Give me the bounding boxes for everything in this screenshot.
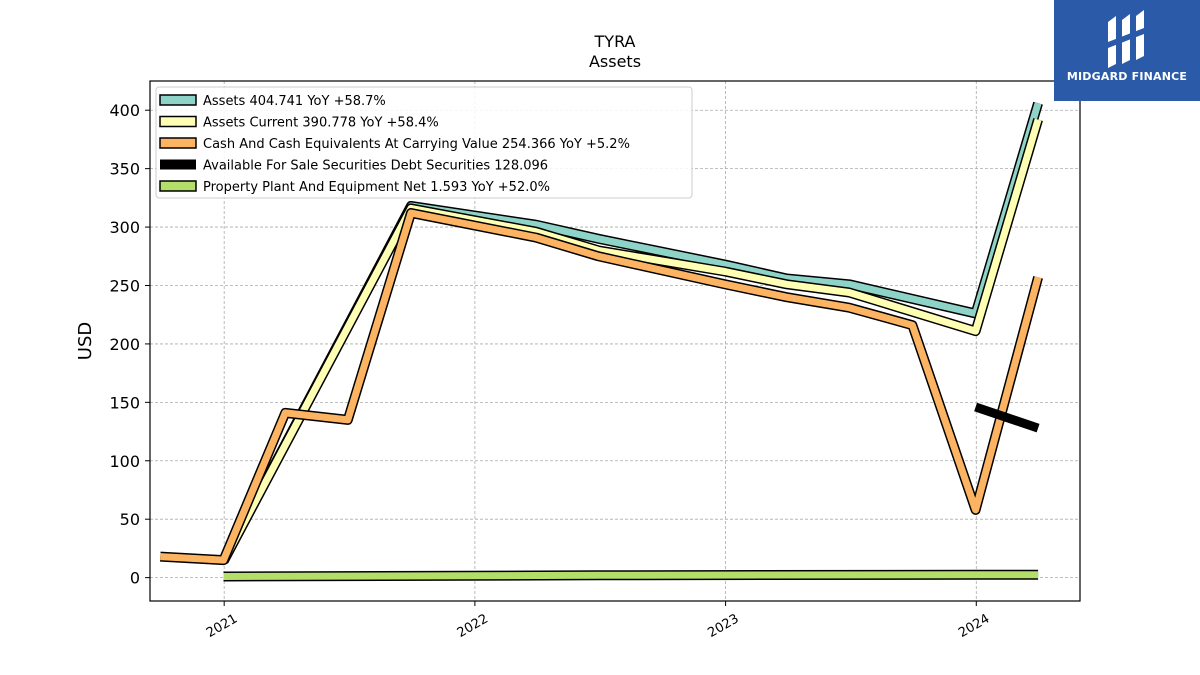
series-line-4 bbox=[223, 571, 1039, 580]
x-tick-label: 2022 bbox=[455, 611, 491, 641]
legend-entry[interactable]: Assets Current 390.778 YoY +58.4% bbox=[159, 115, 439, 131]
logo-icon bbox=[1108, 10, 1144, 68]
y-axis: 0 50 100 150 200 250 300 350 400 bbox=[109, 101, 150, 588]
y-axis-label: USD bbox=[75, 322, 96, 360]
legend-entry[interactable]: Property Plant And Equipment Net 1.593 Y… bbox=[159, 180, 550, 195]
legend-label: Property Plant And Equipment Net 1.593 Y… bbox=[203, 180, 550, 195]
y-tick-label: 50 bbox=[120, 510, 140, 529]
y-tick-label: 100 bbox=[109, 452, 140, 471]
x-axis: 2021 2022 2023 2024 bbox=[204, 601, 992, 641]
legend-label: Assets 404.741 YoY +58.7% bbox=[203, 94, 386, 109]
series-line-3 bbox=[974, 402, 1040, 433]
y-tick-label: 400 bbox=[109, 101, 140, 120]
legend-swatch bbox=[159, 94, 197, 106]
series-layer bbox=[160, 101, 1043, 582]
y-tick-label: 350 bbox=[109, 160, 140, 179]
legend-swatch bbox=[160, 159, 196, 170]
x-tick-label: 2023 bbox=[705, 611, 741, 641]
legend-label: Cash And Cash Equivalents At Carrying Va… bbox=[203, 137, 630, 152]
y-tick-label: 200 bbox=[109, 335, 140, 354]
legend-swatch bbox=[159, 115, 197, 128]
legend-box bbox=[155, 86, 693, 199]
plot-frame bbox=[149, 80, 1081, 602]
chart-title: TYRA bbox=[594, 32, 636, 51]
y-tick-label: 250 bbox=[109, 276, 140, 295]
series-outline bbox=[160, 208, 1043, 566]
x-tick-label: 2021 bbox=[204, 611, 240, 641]
y-tick-label: 300 bbox=[109, 218, 140, 237]
legend-swatch bbox=[159, 137, 197, 149]
legend-entry[interactable]: Cash And Cash Equivalents At Carrying Va… bbox=[159, 137, 630, 152]
x-tick-label: 2024 bbox=[956, 611, 992, 641]
legend-entry[interactable]: Available For Sale Securities Debt Secur… bbox=[160, 159, 548, 174]
legend-swatch bbox=[159, 180, 197, 192]
legend-entry[interactable]: Assets 404.741 YoY +58.7% bbox=[159, 94, 386, 109]
logo-text: MIDGARD FINANCE bbox=[1066, 70, 1188, 83]
y-tick-label: 0 bbox=[130, 569, 140, 588]
legend-label: Assets Current 390.778 YoY +58.4% bbox=[203, 116, 439, 131]
legend[interactable]: Assets 404.741 YoY +58.7% Assets Current … bbox=[155, 86, 693, 199]
y-tick-label: 150 bbox=[109, 393, 140, 412]
chart-subtitle: Assets bbox=[589, 52, 641, 71]
series-line-2 bbox=[160, 209, 1042, 564]
legend-label: Available For Sale Securities Debt Secur… bbox=[203, 159, 548, 174]
brand-logo: MIDGARD FINANCE bbox=[1054, 0, 1200, 101]
